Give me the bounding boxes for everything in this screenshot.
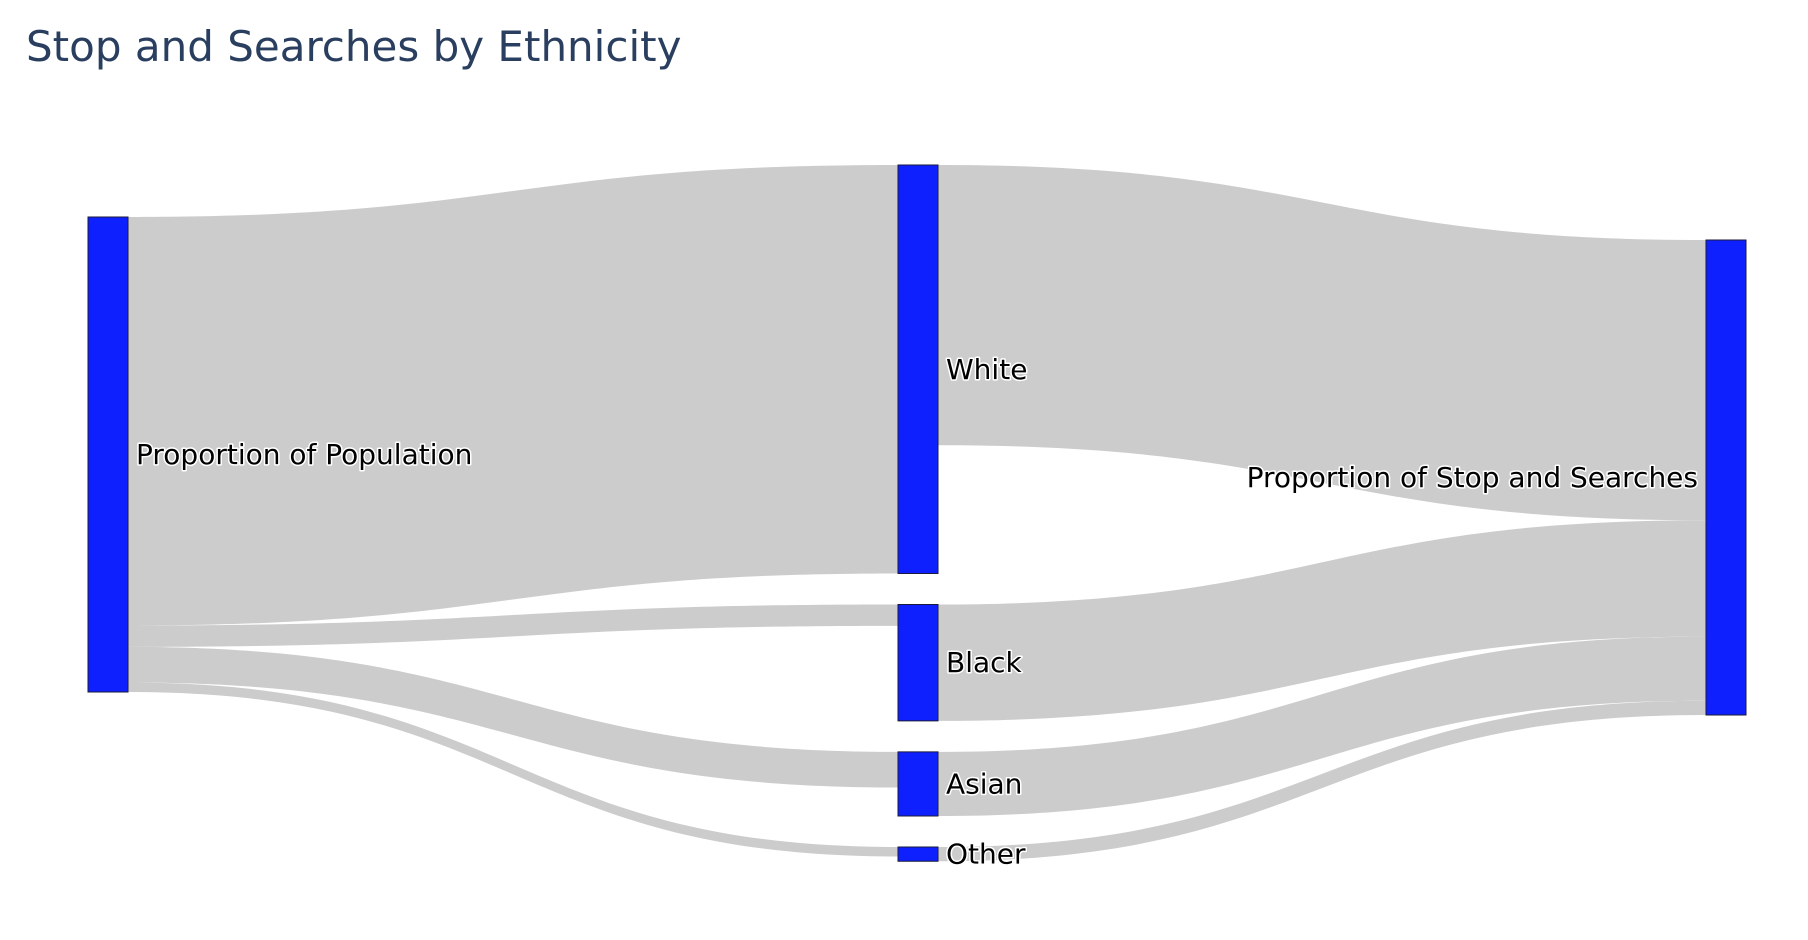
node-label-stop: Proportion of Stop and Searches (1247, 461, 1698, 494)
link-other-to-stop[interactable] (938, 700, 1706, 862)
node-white[interactable] (897, 164, 939, 574)
node-label-pop: Proportion of Population (136, 438, 472, 471)
node-pop[interactable] (87, 216, 129, 693)
link-pop-to-other[interactable] (128, 682, 898, 857)
link-pop-to-asian[interactable] (128, 646, 898, 788)
node-label-asian: Asian (946, 767, 1022, 800)
nodes-layer (87, 164, 1747, 862)
node-label-black: Black (946, 646, 1023, 679)
link-pop-to-white[interactable] (128, 165, 898, 626)
node-black[interactable] (897, 604, 939, 722)
chart-title: Stop and Searches by Ethnicity (26, 22, 682, 71)
node-label-other: Other (946, 838, 1026, 871)
labels-layer: Proportion of Population White Black Asian O… (135, 351, 1700, 872)
link-white-to-stop[interactable] (938, 165, 1706, 521)
node-other[interactable] (897, 846, 939, 862)
links-layer (128, 165, 1706, 862)
node-stop[interactable] (1705, 239, 1747, 716)
link-asian-to-stop[interactable] (938, 636, 1706, 816)
node-asian[interactable] (897, 751, 939, 817)
node-label-white: White (946, 353, 1027, 386)
link-black-to-stop[interactable] (938, 520, 1706, 721)
link-pop-to-black[interactable] (128, 604, 898, 647)
